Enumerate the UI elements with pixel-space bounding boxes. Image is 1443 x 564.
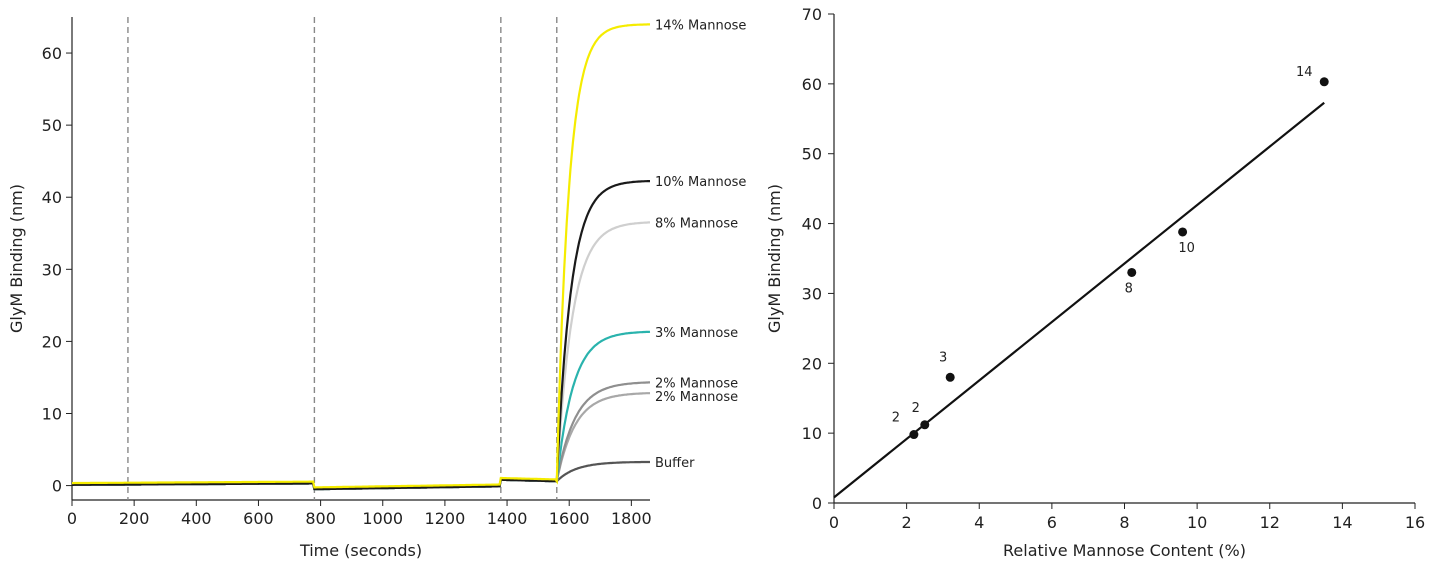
x-tick-label: 10: [1187, 513, 1207, 532]
x-axis-title: Time (seconds): [299, 541, 422, 560]
y-tick-label: 50: [42, 116, 62, 135]
fit-line: [833, 101, 1325, 499]
y-tick-label: 70: [802, 5, 822, 24]
x-tick-label: 8: [1119, 513, 1129, 532]
x-tick-label: 800: [305, 509, 336, 528]
x-tick-label: 14: [1332, 513, 1352, 532]
x-tick-label: 4: [974, 513, 984, 532]
point-label: 10: [1178, 241, 1195, 256]
x-tick-label: 2: [902, 513, 912, 532]
x-tick-label: 1200: [425, 509, 466, 528]
y-tick-label: 10: [42, 404, 62, 423]
data-point: [1178, 227, 1188, 237]
y-axis-title: GlyM Binding (nm): [7, 184, 26, 333]
point-label: 14: [1296, 65, 1313, 80]
x-tick-label: 1400: [487, 509, 528, 528]
binding-vs-mannose-chart: 0 2 4 6 8 10 12 14 16 0 10 20 30 40 50 60 70 Relative Man…: [765, 5, 1425, 560]
data-point: [1127, 267, 1137, 277]
data-point: [945, 372, 955, 382]
x-tick-label: 1800: [611, 509, 652, 528]
x-tick-label: 12: [1260, 513, 1280, 532]
x-tick-label: 600: [243, 509, 274, 528]
y-tick-label: 10: [802, 424, 822, 443]
series-label: 8% Mannose: [655, 216, 738, 231]
y-tick-label: 40: [802, 215, 822, 234]
series-line: [72, 180, 650, 491]
y-tick-label: 60: [42, 44, 62, 63]
x-axis-title: Relative Mannose Content (%): [1003, 541, 1246, 560]
series-line: [72, 330, 651, 491]
series-line: [72, 23, 650, 489]
data-point: [920, 420, 930, 430]
y-tick-label: 20: [42, 332, 62, 351]
binding-time-chart: 0 200 400 600 800 1000 1200 1400 1600 1800 0 10 20 30…: [7, 17, 746, 560]
data-point: [909, 430, 919, 440]
y-tick-label: 30: [42, 260, 62, 279]
x-tick-label: 400: [181, 509, 212, 528]
y-tick-label: 0: [812, 494, 822, 513]
y-tick-label: 50: [802, 145, 822, 164]
x-tick-label: 0: [829, 513, 839, 532]
point-label: 2: [912, 401, 920, 416]
x-tick-label: 200: [119, 509, 150, 528]
x-tick-label: 1000: [362, 509, 403, 528]
x-tick-label: 6: [1047, 513, 1057, 532]
x-tick-label: 0: [67, 509, 77, 528]
series-label: 2% Mannose: [655, 376, 738, 391]
y-tick-label: 40: [42, 188, 62, 207]
data-point: [1319, 77, 1329, 87]
series-label: 2% Mannose: [655, 390, 738, 405]
point-label: 3: [939, 350, 947, 365]
series-label: Buffer: [655, 456, 695, 471]
point-label: 8: [1125, 281, 1133, 296]
series-label: 3% Mannose: [655, 326, 738, 341]
series-label: 10% Mannose: [655, 175, 746, 190]
y-tick-label: 30: [802, 284, 822, 303]
x-tick-label: 16: [1405, 513, 1425, 532]
y-tick-label: 0: [52, 477, 62, 496]
x-tick-label: 1600: [549, 509, 590, 528]
y-axis-title: GlyM Binding (nm): [765, 184, 784, 333]
point-label: 2: [892, 411, 900, 426]
series-label: 14% Mannose: [655, 18, 746, 33]
y-tick-label: 60: [802, 75, 822, 94]
y-tick-label: 20: [802, 354, 822, 373]
